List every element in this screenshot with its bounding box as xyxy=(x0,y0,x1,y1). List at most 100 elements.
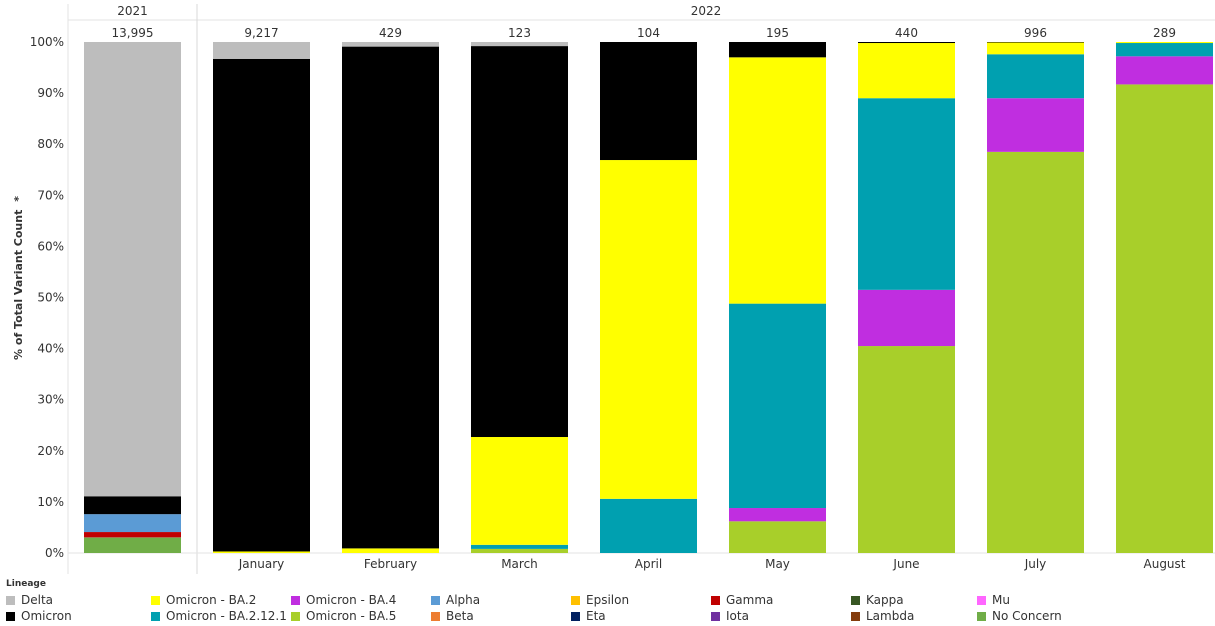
legend-label: Epsilon xyxy=(586,593,630,607)
legend-swatch xyxy=(571,612,580,621)
bar-segment-omicron-ba-2[interactable] xyxy=(213,551,310,553)
bar-segment-omicron-ba-5[interactable] xyxy=(1116,84,1213,554)
bar-segment-omicron[interactable] xyxy=(342,46,439,549)
bar-segment-omicron-ba-2[interactable] xyxy=(1116,42,1213,44)
legend-swatch xyxy=(151,612,160,621)
bar-segment-omicron-ba-2-12-1[interactable] xyxy=(858,98,955,290)
bar-segment-omicron-ba-2[interactable] xyxy=(342,548,439,553)
legend-item-iota[interactable]: Iota xyxy=(711,609,749,623)
bar-segment-omicron-ba-2-12-1[interactable] xyxy=(471,544,568,549)
bar-segment-omicron[interactable] xyxy=(213,58,310,552)
bar-segment-delta[interactable] xyxy=(213,42,310,59)
legend-item-omicron-ba-2[interactable]: Omicron - BA.2 xyxy=(151,593,256,607)
y-tick-label: 40% xyxy=(37,342,64,356)
x-tick-label: August xyxy=(1144,557,1186,571)
bar-segment-omicron-ba-5[interactable] xyxy=(858,346,955,553)
legend-item-gamma[interactable]: Gamma xyxy=(711,593,773,607)
bar-segment-omicron[interactable] xyxy=(84,496,181,515)
legend-item-mu[interactable]: Mu xyxy=(977,593,1010,607)
bar-segment-omicron-ba-2[interactable] xyxy=(600,160,697,499)
x-tick-label: March xyxy=(501,557,538,571)
x-tick-label: January xyxy=(238,557,285,571)
legend-item-epsilon[interactable]: Epsilon xyxy=(571,593,629,607)
legend-label: Iota xyxy=(726,609,749,623)
legend-item-omicron-ba-4[interactable]: Omicron - BA.4 xyxy=(291,593,396,607)
legend-swatch xyxy=(431,596,440,605)
y-tick-label: 20% xyxy=(37,444,64,458)
bar-segment-omicron-ba-2[interactable] xyxy=(858,43,955,99)
year-header: 2022 xyxy=(691,4,722,18)
bar-segment-omicron-ba-2-12-1[interactable] xyxy=(600,498,697,553)
legend-item-delta[interactable]: Delta xyxy=(6,593,53,607)
legend-label: Mu xyxy=(992,593,1010,607)
y-tick-label: 10% xyxy=(37,495,64,509)
legend-item-kappa[interactable]: Kappa xyxy=(851,593,904,607)
legend-item-omicron[interactable]: Omicron xyxy=(6,609,72,623)
bar-segment-omicron[interactable] xyxy=(729,42,826,58)
x-tick-label: June xyxy=(892,557,919,571)
legend-swatch xyxy=(571,596,580,605)
legend-label: Omicron - BA.4 xyxy=(306,593,397,607)
legend-title: Lineage xyxy=(6,579,46,589)
stacked-bar-chart: 2021 2022 0% 10% 20% 30% 40% 50% 60% 70% 80% 90% 10… xyxy=(12,4,1215,574)
bar-segment-omicron-ba-5[interactable] xyxy=(987,151,1084,554)
bar-total-label: 195 xyxy=(766,26,789,40)
bar-segment-omicron-ba-4[interactable] xyxy=(858,289,955,347)
bar-segment-omicron-ba-2-12-1[interactable] xyxy=(987,54,1084,99)
legend-swatch xyxy=(6,596,15,605)
bar-segment-omicron[interactable] xyxy=(471,46,568,438)
bar-segment-omicron-ba-5[interactable] xyxy=(729,521,826,553)
bar-segment-delta[interactable] xyxy=(84,42,181,497)
legend-swatch xyxy=(6,612,15,621)
bar-segment-omicron[interactable] xyxy=(987,42,1084,43)
legend-item-eta[interactable]: Eta xyxy=(571,609,606,623)
legend-item-no-concern[interactable]: No Concern xyxy=(977,609,1062,623)
legend-label: Kappa xyxy=(866,593,904,607)
bar-segment-omicron-ba-5[interactable] xyxy=(471,548,568,553)
legend-swatch xyxy=(431,612,440,621)
legend-item-alpha[interactable]: Alpha xyxy=(431,593,480,607)
bar-segment-omicron-ba-2-12-1[interactable] xyxy=(729,303,826,509)
y-tick-label: 50% xyxy=(37,291,64,305)
x-tick-label: February xyxy=(364,557,417,571)
legend-item-beta[interactable]: Beta xyxy=(431,609,474,623)
bar-segment-omicron-ba-2[interactable] xyxy=(987,42,1084,55)
bar-segment-omicron[interactable] xyxy=(600,42,697,161)
bar-segment-gamma[interactable] xyxy=(84,532,181,538)
legend-item-omicron-ba-5[interactable]: Omicron - BA.5 xyxy=(291,609,396,623)
legend-item-lambda[interactable]: Lambda xyxy=(851,609,914,623)
labels-layer: 13,995 9,217 January 429 February 123 March 104… xyxy=(112,26,1186,571)
legend-label: Omicron - BA.5 xyxy=(306,609,397,623)
bar-total-label: 9,217 xyxy=(244,26,278,40)
bar-segment-omicron-ba-2-12-1[interactable] xyxy=(1116,43,1213,57)
y-tick-label: 30% xyxy=(37,393,64,407)
legend-swatch xyxy=(291,596,300,605)
bar-total-label: 104 xyxy=(637,26,660,40)
bar-segment-omicron[interactable] xyxy=(858,42,955,44)
bar-segment-alpha[interactable] xyxy=(84,514,181,533)
legend-item-omicron-ba-2-12-1[interactable]: Omicron - BA.2.12.1 xyxy=(151,609,287,623)
legend-label: Lambda xyxy=(866,609,915,623)
bar-segment-lambda[interactable] xyxy=(84,537,181,538)
bar-segment-delta[interactable] xyxy=(471,42,568,47)
legend-label: Gamma xyxy=(726,593,774,607)
y-tick-label: 80% xyxy=(37,137,64,151)
bar-segment-no-concern[interactable] xyxy=(84,537,181,553)
y-tick-label: 70% xyxy=(37,188,64,202)
bar-segment-omicron-ba-2[interactable] xyxy=(729,57,826,304)
group-header-layer: 2021 2022 xyxy=(117,4,721,18)
bar-segment-omicron-ba-2[interactable] xyxy=(471,437,568,545)
bar-total-label: 289 xyxy=(1153,26,1176,40)
bar-segment-omicron-ba-4[interactable] xyxy=(987,98,1084,152)
legend-label: Alpha xyxy=(446,593,481,607)
bar-total-label: 429 xyxy=(379,26,402,40)
legend-swatch xyxy=(851,596,860,605)
bar-segment-delta[interactable] xyxy=(342,42,439,47)
legend-swatch xyxy=(851,612,860,621)
y-tick-label: 100% xyxy=(30,35,64,49)
bar-segment-omicron-ba-4[interactable] xyxy=(1116,56,1213,85)
legend-label: Delta xyxy=(21,593,54,607)
legend-label: Omicron - BA.2 xyxy=(166,593,257,607)
bar-segment-omicron-ba-4[interactable] xyxy=(729,508,826,522)
legend-label: Eta xyxy=(586,609,606,623)
